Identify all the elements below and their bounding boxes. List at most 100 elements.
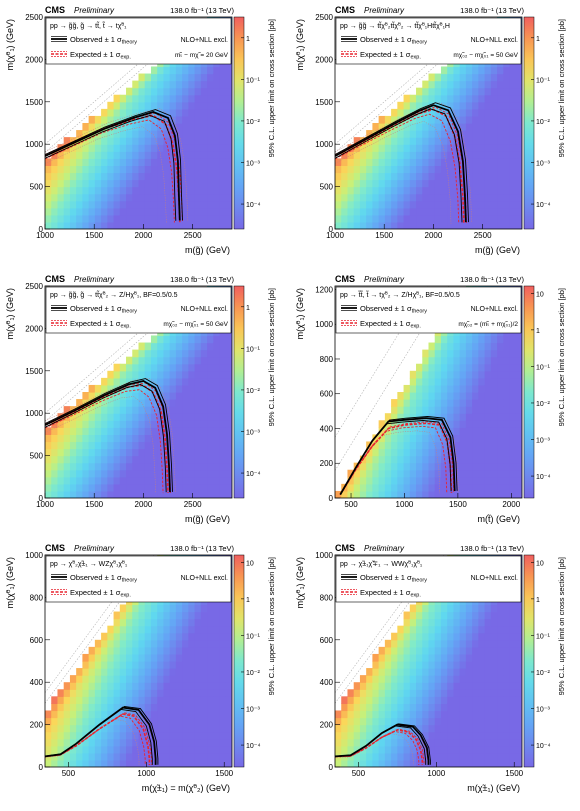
heatmap-cell: [515, 604, 522, 613]
heatmap-cell: [194, 646, 202, 655]
heatmap-cell: [126, 668, 133, 676]
heatmap-cell: [397, 427, 405, 435]
heatmap-cell: [484, 73, 492, 82]
heatmap-cell: [188, 724, 196, 733]
heatmap-cell: [225, 427, 232, 435]
heatmap-cell: [490, 689, 498, 697]
heatmap-cell: [194, 420, 202, 428]
heatmap-cell: [378, 717, 386, 726]
heatmap-cell: [478, 717, 486, 726]
heatmap-cell: [472, 469, 479, 478]
heatmap-cell: [219, 427, 227, 435]
heatmap-cell: [378, 759, 386, 767]
heatmap-cell: [157, 668, 165, 676]
heatmap-cell: [447, 144, 455, 152]
heatmap-cell: [478, 193, 486, 202]
heatmap-cell: [207, 441, 214, 450]
heatmap-cell: [69, 193, 77, 202]
heatmap-cell: [200, 427, 208, 435]
heatmap-cell: [163, 101, 171, 110]
heatmap-cell: [45, 434, 52, 443]
heatmap-cell: [497, 448, 504, 457]
heatmap-cell: [416, 158, 423, 166]
heatmap-cell: [150, 87, 158, 96]
heatmap-cell: [465, 200, 473, 209]
heatmap-cell: [207, 186, 214, 195]
heatmap-cell: [416, 455, 423, 464]
heatmap-cell: [182, 406, 189, 414]
heatmap-cell: [366, 682, 373, 690]
heatmap-cell: [175, 759, 183, 767]
legend-expected-text: Expected ± 1 σexp.: [360, 588, 421, 599]
heatmap-cell: [207, 689, 214, 697]
heatmap-cell: [132, 441, 140, 450]
heatmap-cell: [182, 759, 189, 767]
heatmap-cell: [63, 462, 71, 471]
heatmap-cell: [132, 639, 140, 648]
heatmap-cell: [182, 356, 189, 365]
heatmap-cell: [478, 87, 486, 96]
heatmap-cell: [69, 186, 77, 195]
heatmap-cell: [163, 66, 171, 75]
heatmap-cell: [384, 703, 392, 712]
heatmap-cell: [119, 738, 127, 747]
heatmap-cell: [219, 342, 227, 351]
heatmap-cell: [503, 646, 511, 655]
x-tick-label: 1500: [215, 769, 233, 778]
heatmap-cell: [359, 200, 367, 209]
heatmap-cell: [144, 158, 152, 166]
heatmap-cell: [182, 427, 189, 435]
heatmap-cell: [119, 717, 127, 726]
heatmap-cell: [219, 392, 227, 400]
heatmap-cell: [515, 675, 522, 683]
heatmap: [45, 17, 232, 229]
heatmap-cell: [372, 703, 380, 712]
heatmap-cell: [219, 604, 227, 613]
heatmap-cell: [397, 462, 405, 471]
heatmap-cell: [459, 682, 467, 690]
heatmap-cell: [422, 130, 430, 138]
heatmap-cell: [101, 193, 108, 202]
status-label: Preliminary: [364, 275, 405, 284]
heatmap-cell: [416, 151, 423, 159]
heatmap-cell: [497, 193, 504, 202]
heatmap-cell: [440, 448, 448, 457]
heatmap-cell: [76, 717, 83, 726]
heatmap-cell: [163, 214, 171, 223]
heatmap-cell: [422, 427, 430, 435]
heatmap-cell: [94, 731, 102, 740]
heatmap-cell: [478, 94, 486, 103]
heatmap-cell: [69, 689, 77, 697]
heatmap-cell: [378, 490, 386, 498]
heatmap-cell: [366, 696, 373, 704]
heatmap-cell: [478, 476, 486, 485]
heatmap-cell: [132, 179, 140, 188]
heatmap-cell: [113, 193, 121, 202]
heatmap-cell: [132, 384, 140, 393]
heatmap-cell: [57, 745, 65, 754]
heatmap-cell: [107, 413, 115, 421]
heatmap-cell: [440, 335, 448, 344]
heatmap-cell: [416, 604, 423, 613]
heatmap-cell: [453, 108, 461, 117]
heatmap-cell: [409, 123, 417, 131]
heatmap-cell: [175, 632, 183, 641]
heatmap-cell: [107, 392, 115, 400]
heatmap-cell: [422, 221, 430, 229]
heatmap-cell: [515, 123, 522, 131]
heatmap-cell: [341, 151, 349, 159]
heatmap-cell: [200, 87, 208, 96]
heatmap-cell: [88, 115, 96, 124]
heatmap-cell: [126, 207, 133, 216]
heatmap-cell: [157, 675, 165, 683]
heatmap-cell: [113, 710, 121, 719]
heatmap-cell: [107, 759, 115, 767]
heatmap-cell: [372, 137, 380, 145]
heatmap-cell: [397, 682, 405, 690]
heatmap-cell: [497, 483, 504, 492]
heatmap-cell: [51, 462, 59, 471]
heatmap-cell: [219, 731, 227, 740]
heatmap-cell: [219, 434, 227, 443]
heatmap-cell: [497, 455, 504, 464]
heatmap-cell: [484, 151, 492, 159]
